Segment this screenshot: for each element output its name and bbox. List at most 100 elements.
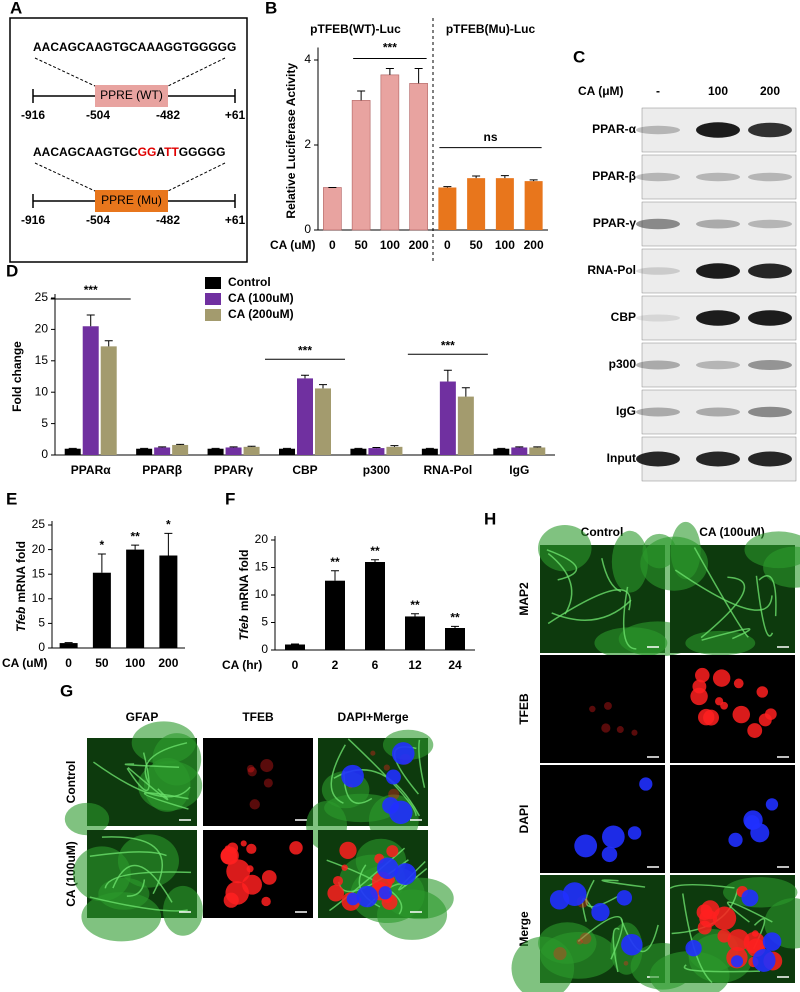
red-signal: [697, 920, 712, 935]
position-label: -482: [156, 213, 180, 227]
band: [696, 407, 740, 417]
green-cell: [640, 536, 709, 591]
y-tick-label: 20: [32, 542, 46, 556]
bar: [368, 448, 385, 455]
red-signal: [263, 778, 273, 788]
nucleus: [574, 834, 598, 858]
green-cell: [540, 931, 617, 979]
bar: [457, 396, 474, 455]
band: [636, 218, 680, 230]
nucleus: [382, 797, 399, 814]
error-bar: [533, 446, 542, 448]
error-bar: [372, 446, 381, 449]
position-label: +61: [225, 108, 246, 122]
green-process: [585, 879, 619, 908]
significance-label: ns: [483, 130, 497, 144]
bar: [405, 616, 425, 650]
bar: [438, 187, 457, 230]
green-process: [104, 871, 192, 889]
nucleus: [639, 777, 653, 791]
row-label: TFEB: [517, 693, 531, 725]
micrograph: [64, 721, 203, 836]
zoom-line: [34, 57, 96, 87]
sequence-part: AACAGCAAGTGCAAAGGTGGGGG: [33, 40, 236, 54]
bar: [92, 572, 111, 648]
legend-label: CA (100uM): [228, 291, 294, 305]
x-tick-label: 0: [292, 658, 299, 672]
nucleus: [601, 846, 618, 863]
y-tick-label: 0: [304, 222, 311, 236]
bar: [172, 444, 189, 455]
bar: [421, 448, 438, 455]
y-axis-title-rest: mRNA fold: [237, 550, 251, 612]
bar: [136, 448, 153, 455]
band: [748, 406, 792, 418]
nucleus: [394, 863, 417, 885]
error-bar: [411, 613, 419, 617]
red-signal: [631, 729, 638, 736]
sequence: AACAGCAAGTGCGGATTGGGGG: [33, 145, 225, 159]
ppre-label: PPRE (Mu): [101, 193, 162, 207]
blot-row-label: PPAR-α: [592, 122, 636, 136]
red-signal: [370, 750, 376, 756]
red-signal: [698, 708, 715, 726]
nucleus: [591, 902, 610, 922]
error-bar: [229, 446, 238, 448]
bar: [159, 555, 178, 648]
band: [748, 122, 792, 138]
nucleus: [752, 948, 776, 972]
y-axis-title: Tfeb mRNA fold: [14, 541, 28, 632]
nucleus: [627, 826, 642, 840]
chart-title: pTFEB(WT)-Luc: [310, 22, 401, 36]
legend-label: CA (200uM): [228, 307, 294, 321]
green-process: [93, 761, 191, 798]
green-process: [89, 851, 167, 858]
nucleus: [765, 798, 779, 811]
error-bar: [500, 175, 509, 179]
red-signal: [332, 875, 344, 887]
y-tick-label: 0: [41, 447, 48, 461]
significance-label: ***: [84, 283, 98, 297]
significance-label: **: [130, 529, 140, 543]
red-signal: [589, 705, 596, 713]
red-signal: [579, 932, 592, 945]
micrograph: [540, 765, 665, 873]
y-tick-label: 5: [38, 616, 45, 630]
x-tick-label: PPARγ: [214, 463, 253, 477]
bar: [323, 187, 342, 231]
x-tick-label: 0: [65, 656, 72, 670]
error-bar: [176, 443, 185, 445]
bar: [64, 448, 81, 455]
blot-row-label: PPAR-γ: [593, 216, 636, 230]
red-signal: [226, 859, 251, 884]
x-axis-title: CA (uM): [2, 656, 48, 670]
red-signal: [553, 947, 567, 961]
red-signal: [695, 667, 710, 683]
blot-row-label: Input: [607, 451, 636, 465]
error-bar: [371, 559, 379, 562]
column-label: Control: [581, 525, 624, 539]
bar: [524, 181, 543, 230]
error-bar: [291, 643, 299, 645]
x-tick-label: PPARβ: [142, 463, 182, 477]
legend-label: Control: [228, 275, 271, 289]
error-bar: [443, 369, 452, 382]
blot-column: 100: [708, 84, 728, 98]
band: [636, 407, 680, 417]
nucleus: [549, 890, 570, 910]
y-tick-label: 25: [32, 517, 46, 531]
significance-label: **: [410, 598, 420, 612]
green-cell: [722, 877, 798, 908]
nucleus: [356, 885, 378, 908]
nucleus: [346, 892, 360, 906]
band: [748, 310, 792, 326]
position-label: +61: [225, 213, 246, 227]
red-signal: [733, 678, 744, 689]
error-bar: [131, 544, 140, 550]
micrograph: [318, 830, 454, 940]
band: [636, 172, 680, 182]
error-bar: [331, 570, 339, 581]
error-bar: [461, 387, 470, 397]
green-cell: [81, 892, 162, 942]
